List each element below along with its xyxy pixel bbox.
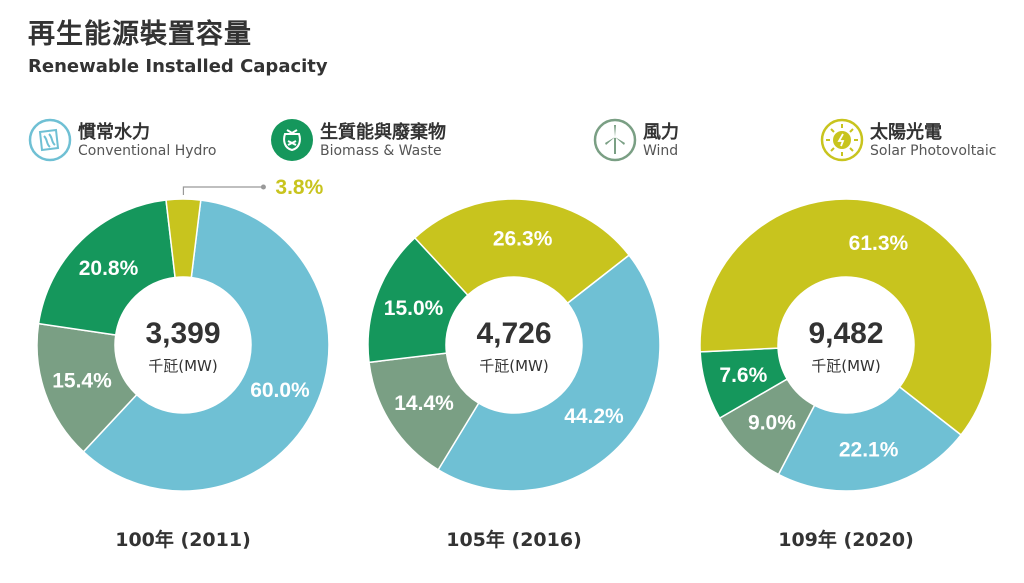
- center-unit: 千瓩(MW): [479, 357, 548, 375]
- center-total: 9,482: [808, 317, 883, 350]
- year-label: 105年 (2016): [446, 528, 582, 551]
- slice-label: 44.2%: [564, 405, 624, 428]
- center-total: 4,726: [476, 317, 551, 350]
- legend-label-zh: 風力: [643, 122, 679, 143]
- slice-label: 22.1%: [839, 439, 899, 462]
- donut-slice: [368, 352, 480, 471]
- biomass-icon: [271, 119, 313, 161]
- slice-label: 61.3%: [849, 232, 909, 255]
- legend-label-en: Conventional Hydro: [78, 143, 217, 159]
- donut-slice: [437, 254, 661, 492]
- donut-slice: [413, 198, 631, 305]
- solar-icon: [820, 118, 864, 162]
- wind-icon: [593, 118, 637, 162]
- callout-line: [182, 186, 264, 196]
- callout-dot: [260, 184, 266, 190]
- legend-label-zh: 太陽光電: [870, 122, 942, 143]
- slice-label: 60.0%: [250, 379, 310, 402]
- donut-slice: [37, 199, 176, 336]
- legend-label-zh: 慣常水力: [78, 122, 150, 143]
- hydro-icon: [28, 118, 72, 162]
- page-title: 再生能源裝置容量: [28, 19, 252, 50]
- legend-label-en: Solar Photovoltaic: [870, 143, 997, 159]
- year-label: 109年 (2020): [778, 528, 914, 551]
- donut-slice: [777, 385, 963, 492]
- slice-label: 20.8%: [79, 257, 139, 280]
- slice-label: 26.3%: [493, 227, 553, 250]
- slice-label: 7.6%: [719, 364, 767, 387]
- center-total: 3,399: [145, 317, 220, 350]
- slice-label: 9.0%: [748, 411, 796, 434]
- slice-label: 14.4%: [394, 392, 454, 415]
- year-label: 100年 (2011): [115, 528, 251, 551]
- page-subtitle: Renewable Installed Capacity: [28, 56, 328, 77]
- slice-label: 15.4%: [52, 369, 112, 392]
- slice-label: 3.8%: [275, 176, 323, 199]
- legend-label-zh: 生質能與廢棄物: [320, 122, 446, 143]
- legend-label-en: Biomass & Waste: [320, 143, 442, 159]
- donut-slice: [165, 198, 202, 279]
- donut-slice: [36, 322, 138, 453]
- center-unit: 千瓩(MW): [811, 357, 880, 375]
- legend-label-en: Wind: [643, 143, 679, 159]
- center-unit: 千瓩(MW): [148, 357, 217, 375]
- slice-label: 15.0%: [384, 297, 444, 320]
- donut-slice: [82, 199, 330, 492]
- donut-slice: [699, 198, 993, 436]
